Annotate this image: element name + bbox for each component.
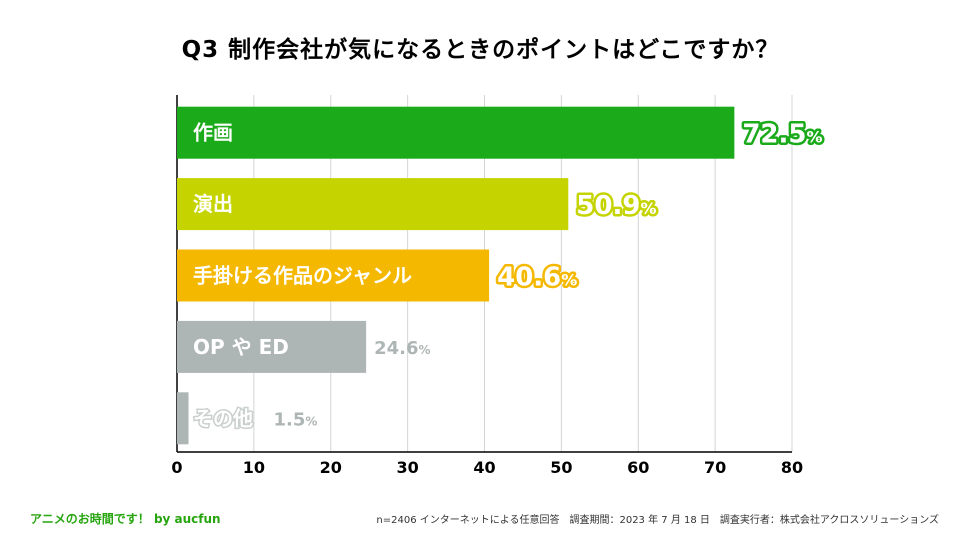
value-label: 50.9%: [576, 191, 656, 221]
x-tick-label: 70: [704, 458, 726, 477]
value-unit: %: [305, 414, 317, 428]
value-unit: %: [419, 343, 431, 357]
survey-note: n=2406 インターネットによる任意回答 調査期間：2023 年 7 月 18…: [376, 515, 939, 526]
bar: [177, 392, 189, 445]
category-label: OP や ED: [193, 335, 289, 359]
category-label: 作画: [193, 121, 233, 145]
bar: [177, 249, 490, 302]
x-tick-label: 10: [243, 458, 265, 477]
x-tick-label: 60: [627, 458, 649, 477]
value-unit: %: [640, 199, 656, 218]
brand-credit: アニメのお時間です！ by aucfun: [30, 512, 221, 526]
value-label: 1.5%: [274, 409, 318, 430]
x-tick-label: 20: [320, 458, 342, 477]
bar: [177, 178, 569, 231]
bar: [177, 106, 735, 159]
value-unit: %: [561, 271, 577, 290]
value-label: 40.6%: [497, 263, 577, 293]
category-label: その他: [193, 406, 253, 430]
value-label: 24.6%: [374, 338, 430, 359]
value-unit: %: [807, 128, 823, 147]
x-tick-label: 50: [550, 458, 572, 477]
bar: [177, 320, 367, 373]
chart-title: Q3 制作会社が気になるときのポイントはどこですか？: [181, 37, 780, 63]
x-tick-label: 0: [171, 458, 182, 477]
category-label: 演出: [193, 192, 233, 216]
x-tick-label: 80: [781, 458, 803, 477]
x-tick-label: 40: [473, 458, 495, 477]
category-label: 手掛ける作品のジャンル: [193, 264, 412, 288]
value-label: 72.5%: [742, 120, 822, 150]
x-tick-label: 30: [396, 458, 418, 477]
